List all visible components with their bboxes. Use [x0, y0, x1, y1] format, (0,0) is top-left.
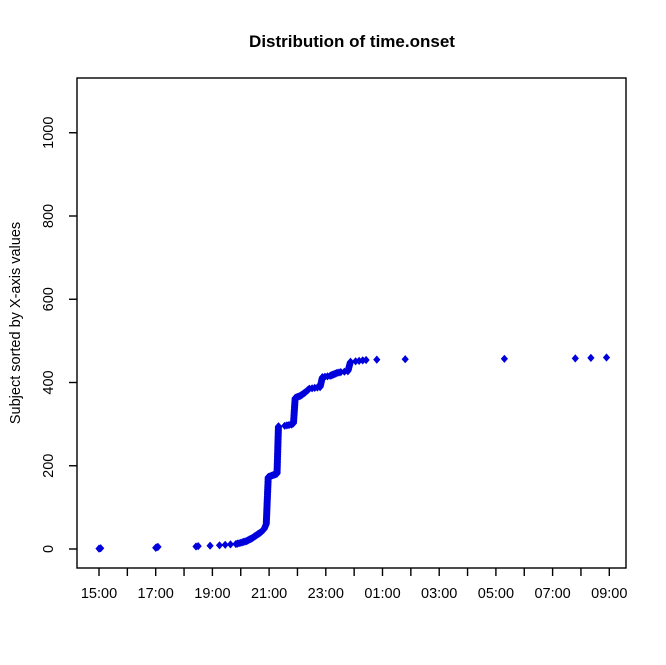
- plot-title: Distribution of time.onset: [249, 32, 455, 51]
- x-axis-tick-label: 19:00: [194, 586, 230, 602]
- x-axis-tick-label: 15:00: [81, 586, 117, 602]
- x-axis-tick-label: 07:00: [534, 586, 570, 602]
- data-series: [95, 353, 611, 553]
- x-axis-tick-label: 05:00: [478, 586, 514, 602]
- plot-frame: [76, 77, 627, 569]
- x-axis-tick-label: 17:00: [138, 586, 174, 602]
- x-axis-tick-label: 01:00: [364, 586, 400, 602]
- x-axis-tick-label: 23:00: [308, 586, 344, 602]
- y-axis-title: Subject sorted by X-axis values: [8, 222, 24, 424]
- y-axis-tick-label: 600: [41, 287, 57, 311]
- y-axis-tick-label: 800: [41, 204, 57, 228]
- x-axis-tick-label: 21:00: [251, 586, 287, 602]
- x-axis-tick-label: 09:00: [591, 586, 627, 602]
- y-axis: 0 200 400 600 800 1000: [41, 117, 77, 553]
- y-axis-tick-label: 400: [41, 370, 57, 394]
- y-axis-tick-label: 1000: [41, 117, 57, 149]
- x-axis-tick-label: 03:00: [421, 586, 457, 602]
- y-axis-tick-label: 200: [41, 454, 57, 478]
- data-points: [95, 353, 611, 553]
- x-axis: 15:00 17:00 19:00 21:00 23:00 01:00 03:00 05:00…: [81, 568, 627, 602]
- y-axis-tick-label: 0: [41, 545, 57, 553]
